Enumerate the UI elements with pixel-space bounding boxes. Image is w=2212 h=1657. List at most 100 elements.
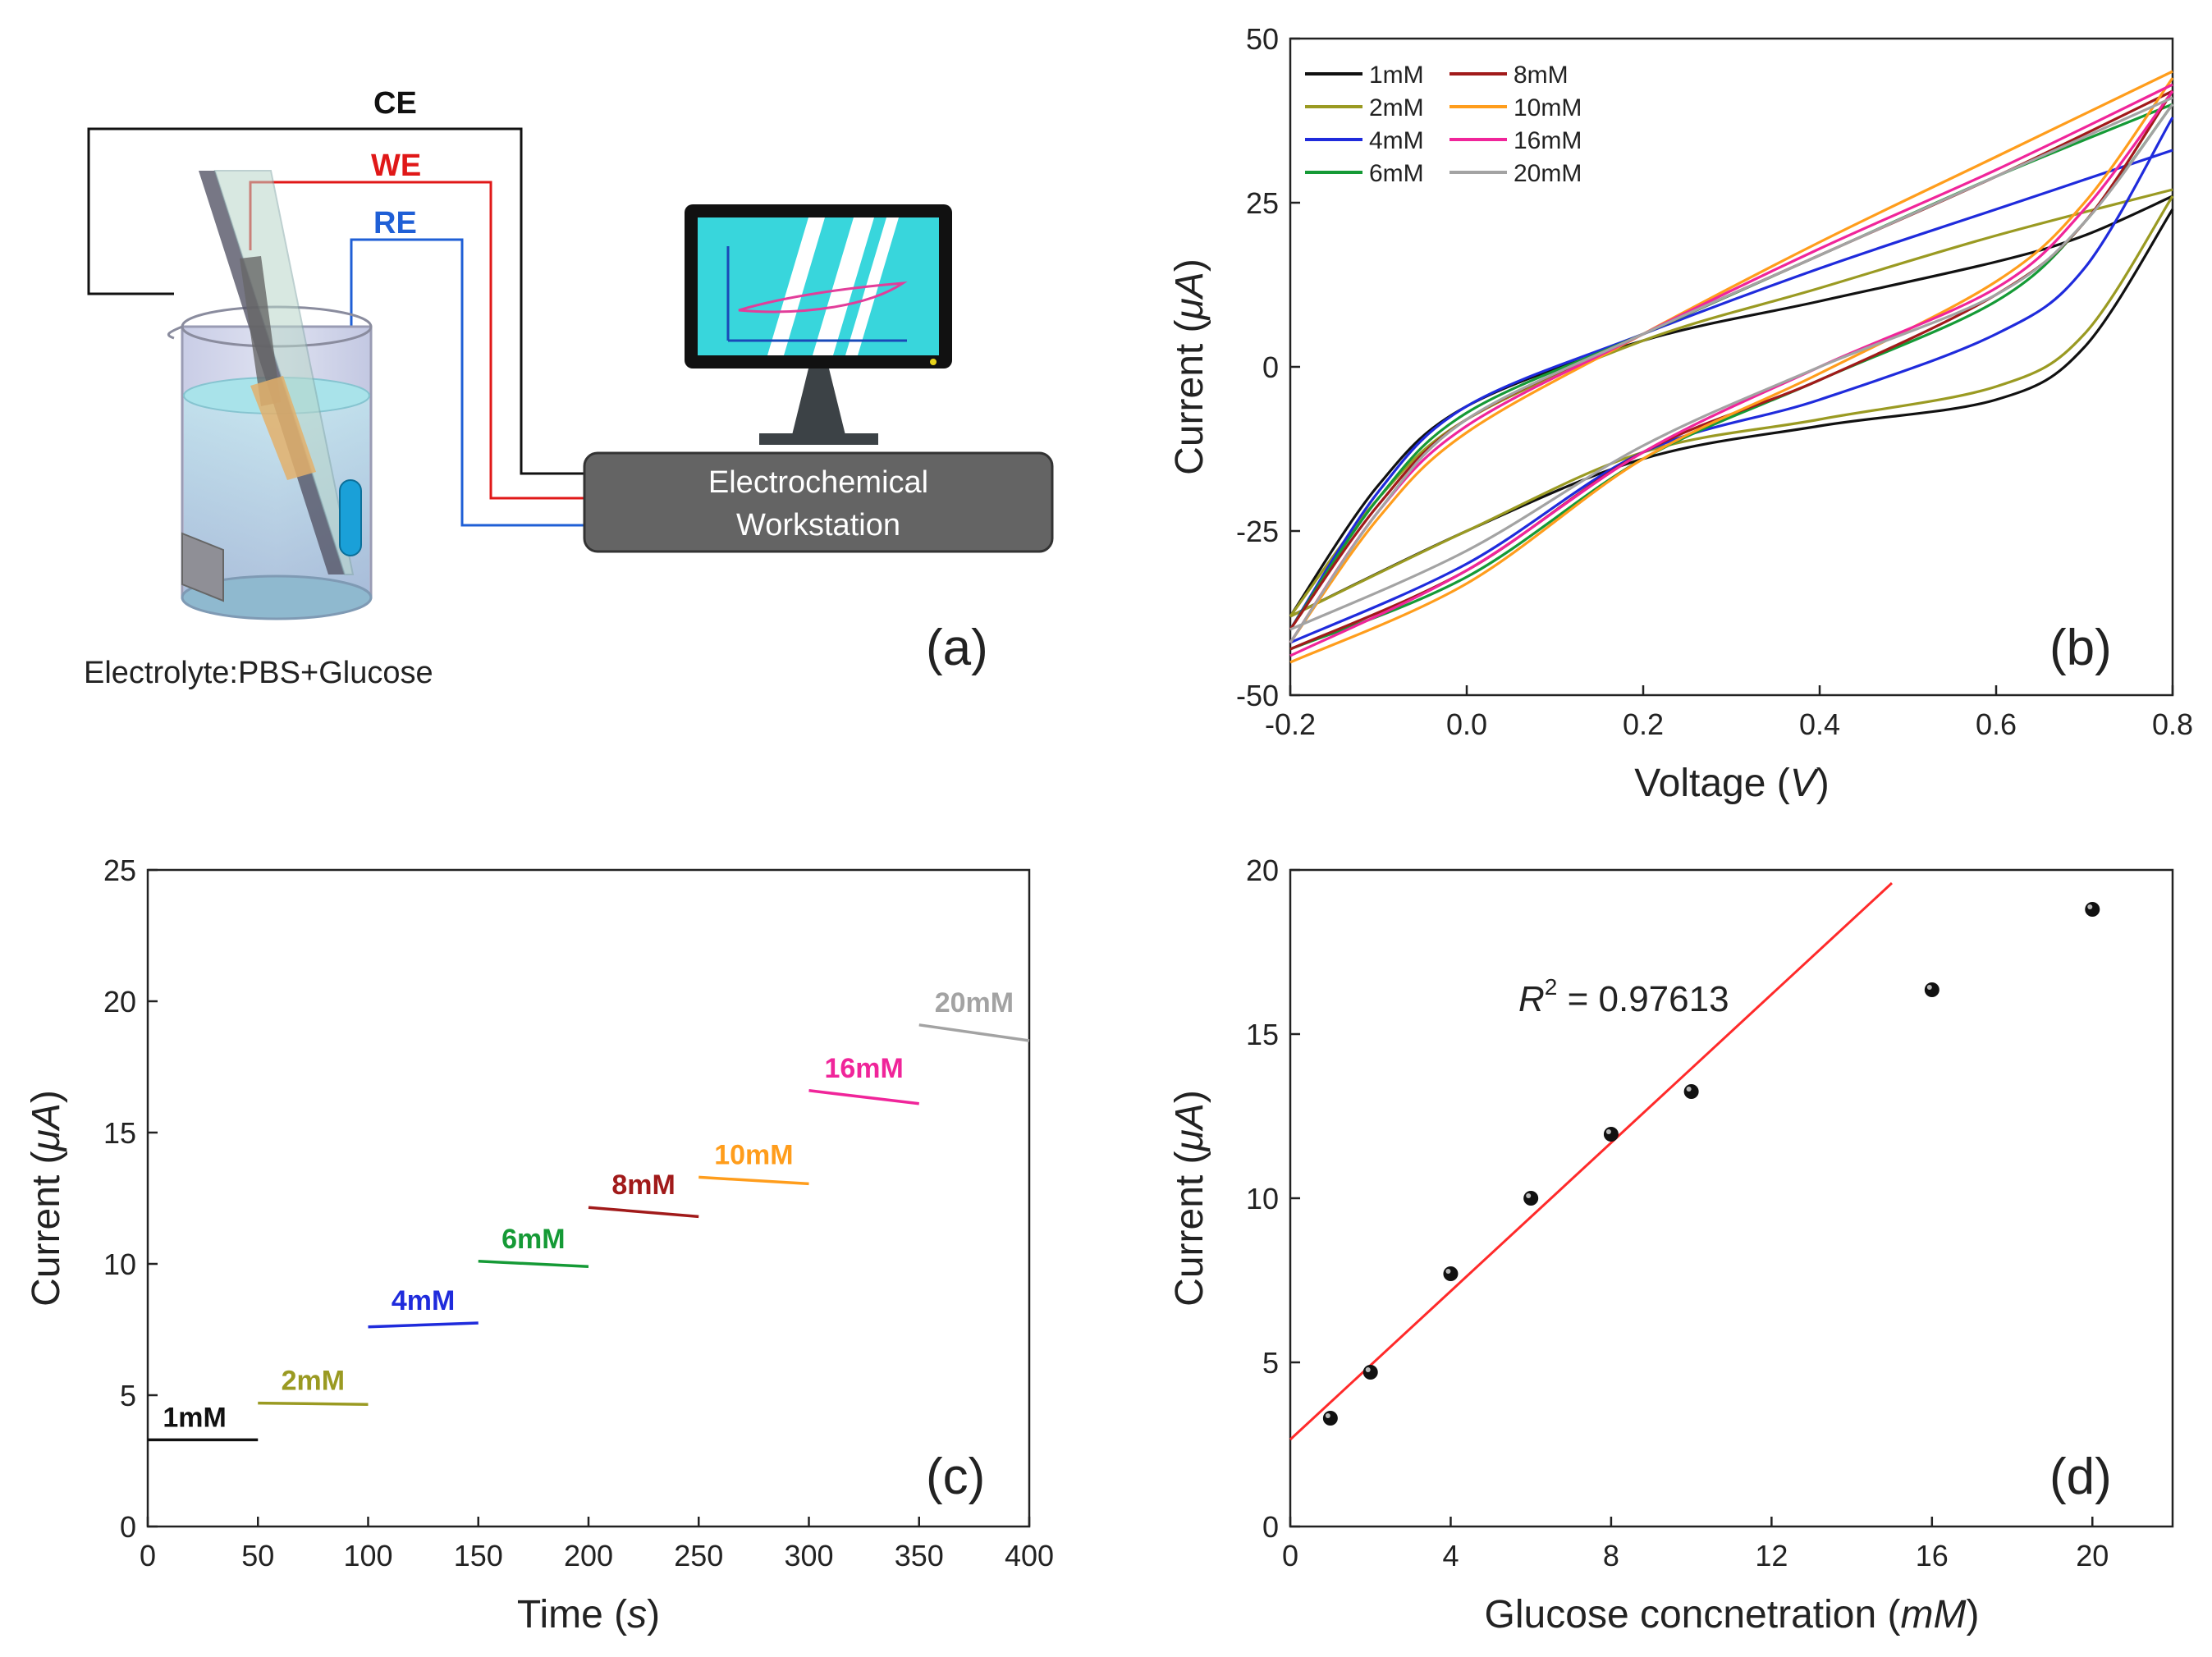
step-label-6mM: 6mM bbox=[501, 1224, 565, 1255]
panel-d-calibration-chart: 0 4 8 12 16 20 0 5 10 15 20 R2 = 0.97613 (d) Gluco… bbox=[1168, 854, 2174, 1636]
cv-curve-1mM-upper bbox=[1289, 195, 2173, 617]
panel-d-label: (d) bbox=[2049, 1449, 2112, 1505]
step-label-16mM: 16mM bbox=[824, 1053, 903, 1084]
x-tick-label: 0.6 bbox=[1976, 707, 2017, 741]
y-tick-label: 0 bbox=[1262, 1510, 1279, 1544]
data-point-highlight bbox=[1365, 1367, 1371, 1372]
axes-frame bbox=[1289, 868, 2174, 1528]
x-tick-label: 0.4 bbox=[1799, 707, 1840, 741]
data-point-highlight bbox=[2087, 904, 2093, 909]
y-tick-label: 20 bbox=[103, 985, 136, 1018]
data-point bbox=[1924, 982, 1940, 997]
x-tick-label: 8 bbox=[1603, 1539, 1619, 1572]
y-tick-label: 0 bbox=[1262, 350, 1279, 384]
legend-label-1mM: 1mM bbox=[1369, 62, 1424, 89]
y-tick-label: 5 bbox=[1262, 1346, 1279, 1380]
cv-curve-20mM-lower bbox=[1289, 103, 2174, 631]
y-axis-label: Current (μA) bbox=[25, 1090, 68, 1307]
step-label-20mM: 20mM bbox=[935, 987, 1014, 1018]
legend-label-6mM: 6mM bbox=[1369, 160, 1424, 187]
data-point-highlight bbox=[1445, 1269, 1451, 1274]
step-segment-2mM bbox=[258, 1401, 369, 1406]
legend-label-10mM: 10mM bbox=[1514, 94, 1582, 121]
data-point bbox=[1443, 1266, 1459, 1281]
y-tick-label: 10 bbox=[103, 1247, 136, 1281]
electrolyte-label: Electrolyte:PBS+Glucose bbox=[84, 656, 433, 690]
tick-marks: -0.2 0.0 0.2 0.4 0.6 0.8 -50 -25 0 25 50 bbox=[1236, 22, 2193, 741]
data-point-highlight bbox=[1686, 1087, 1692, 1092]
step-label-2mM: 2mM bbox=[282, 1366, 345, 1397]
step-segment-8mM bbox=[588, 1206, 699, 1219]
step-segment-6mM bbox=[478, 1260, 589, 1268]
x-tick-label: -0.2 bbox=[1265, 707, 1316, 741]
cv-series-group bbox=[1289, 70, 2174, 664]
x-tick-label: 0.2 bbox=[1623, 707, 1664, 741]
data-point bbox=[1523, 1191, 1539, 1206]
electrochemical-workstation: Electrochemical Workstation bbox=[583, 451, 1054, 553]
step-series-group: 1mM 2mM 4mM 6mM 8mM 10mM 16mM 20mM bbox=[148, 987, 1030, 1442]
x-tick-label: 0 bbox=[1282, 1539, 1298, 1572]
x-tick-label: 0.0 bbox=[1446, 707, 1487, 741]
panel-c-step-chart: 0 50 100 150 200 250 300 350 400 0 5 10 15 20 25 1mM 2m… bbox=[25, 854, 1054, 1636]
panel-b-label: (b) bbox=[2049, 620, 2112, 676]
re-wire bbox=[350, 238, 584, 527]
panel-a-label: (a) bbox=[926, 620, 988, 676]
data-point bbox=[2085, 902, 2100, 917]
panel-c-label: (c) bbox=[926, 1449, 985, 1505]
x-tick-label: 0.8 bbox=[2152, 707, 2193, 741]
x-tick-label: 300 bbox=[784, 1539, 833, 1572]
step-segment-16mM bbox=[808, 1089, 919, 1105]
x-tick-label: 400 bbox=[1005, 1539, 1054, 1572]
step-label-4mM: 4mM bbox=[392, 1285, 455, 1316]
y-tick-label: 15 bbox=[1246, 1018, 1279, 1051]
we-label: WE bbox=[371, 149, 421, 183]
monitor bbox=[685, 204, 952, 445]
ce-label: CE bbox=[373, 86, 417, 121]
legend-label-4mM: 4mM bbox=[1369, 127, 1424, 154]
x-tick-label: 20 bbox=[2076, 1539, 2109, 1572]
x-tick-label: 16 bbox=[1916, 1539, 1949, 1572]
x-tick-label: 50 bbox=[241, 1539, 274, 1572]
x-tick-label: 250 bbox=[674, 1539, 723, 1572]
counter-electrode bbox=[181, 532, 224, 602]
x-axis-label: Time (s) bbox=[517, 1593, 660, 1636]
cv-curve-2mM-lower bbox=[1289, 195, 2174, 618]
y-axis-label: Current (μA) bbox=[1168, 1090, 1211, 1307]
x-axis-label: Voltage (V) bbox=[1634, 762, 1829, 805]
tick-marks: 0 50 100 150 200 250 300 350 400 0 5 10 15 20 25 bbox=[103, 854, 1054, 1572]
y-tick-label: 25 bbox=[103, 854, 136, 887]
y-tick-label: 0 bbox=[120, 1510, 136, 1544]
data-point bbox=[1603, 1127, 1619, 1142]
step-label-10mM: 10mM bbox=[714, 1139, 793, 1170]
x-tick-label: 0 bbox=[140, 1539, 156, 1572]
reference-electrode bbox=[339, 479, 362, 556]
step-label-8mM: 8mM bbox=[611, 1170, 675, 1201]
data-point-highlight bbox=[1926, 985, 1932, 990]
tick-marks: 0 4 8 12 16 20 0 5 10 15 20 bbox=[1246, 854, 2109, 1572]
x-tick-label: 4 bbox=[1442, 1539, 1459, 1572]
y-tick-label: 25 bbox=[1246, 186, 1279, 220]
step-segment-20mM bbox=[918, 1023, 1030, 1042]
cv-curve-20mM-upper bbox=[1289, 96, 2173, 643]
legend: 1mM 2mM 4mM 6mM 8mM 10mM 16mM 20mM bbox=[1305, 62, 1582, 187]
x-tick-label: 200 bbox=[564, 1539, 613, 1572]
cv-curve-10mM-lower bbox=[1289, 77, 2174, 664]
y-tick-label: -25 bbox=[1236, 515, 1279, 548]
x-tick-label: 350 bbox=[895, 1539, 944, 1572]
y-tick-label: 5 bbox=[120, 1379, 136, 1412]
re-label: RE bbox=[373, 206, 417, 240]
working-electrode-plate bbox=[199, 170, 355, 575]
data-point bbox=[1362, 1365, 1378, 1380]
y-tick-label: 50 bbox=[1246, 22, 1279, 56]
workstation-line1: Electrochemical bbox=[708, 465, 928, 500]
y-tick-label: -50 bbox=[1236, 679, 1279, 712]
panel-a-schematic: CE WE RE Electrolyte:PBS+Glucose bbox=[84, 86, 1054, 690]
ce-wire bbox=[87, 127, 584, 475]
data-point-highlight bbox=[1605, 1129, 1611, 1134]
step-segment-10mM bbox=[698, 1175, 809, 1186]
y-tick-label: 15 bbox=[103, 1116, 136, 1150]
r-squared-annotation: R2 = 0.97613 bbox=[1518, 974, 1729, 1019]
data-point-highlight bbox=[1325, 1413, 1330, 1418]
panel-b-cv-chart: -0.2 0.0 0.2 0.4 0.6 0.8 -50 -25 0 25 50 1mM 2mM 4mM… bbox=[1168, 22, 2193, 805]
